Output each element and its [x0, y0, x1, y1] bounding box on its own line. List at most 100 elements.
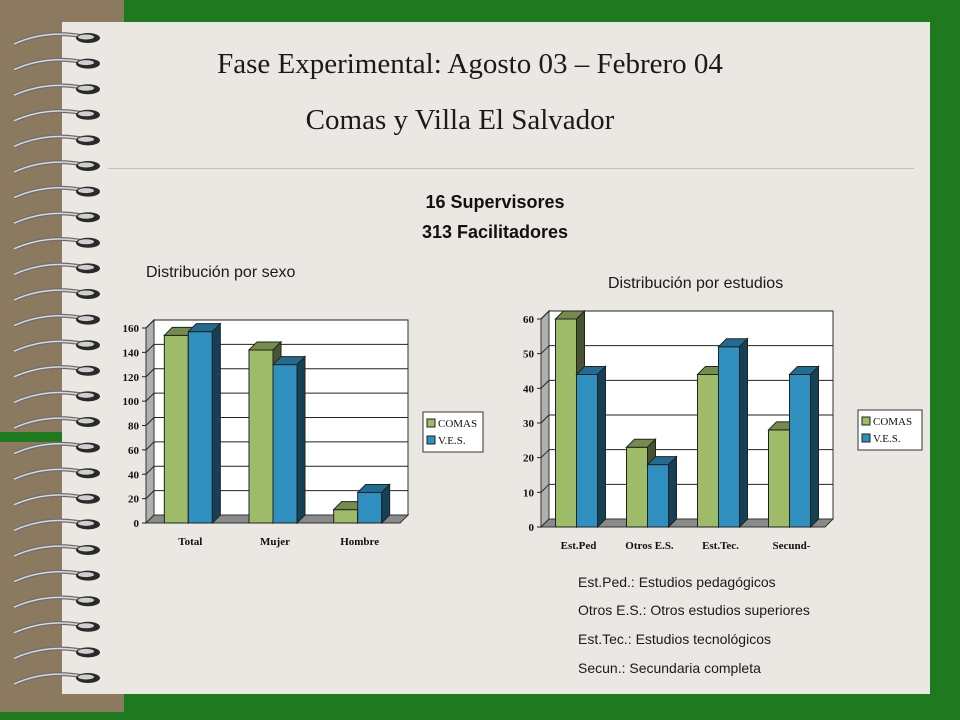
slide-title: Fase Experimental: Agosto 03 – Febrero 0…	[217, 48, 723, 80]
bar-side	[597, 365, 606, 529]
gridline-side	[145, 441, 155, 451]
green-tab	[0, 432, 64, 442]
binding-ring-shine	[78, 392, 94, 398]
gridline-side	[540, 414, 550, 424]
legend-swatch	[861, 416, 871, 426]
y-tick-label: 60	[523, 314, 535, 326]
bar-front	[163, 334, 189, 524]
y-tick-label: 140	[123, 347, 140, 359]
binding-ring-shine	[78, 34, 94, 40]
bar-side	[296, 355, 306, 525]
binding-ring-shine	[78, 213, 94, 219]
facilitadores-count: 313 Facilitadores	[421, 222, 569, 242]
legend-label: COMAS	[873, 416, 912, 428]
gridline-side	[145, 368, 155, 378]
bar	[575, 365, 607, 529]
binding-ring-shine	[78, 520, 94, 526]
gridline-side	[145, 392, 155, 402]
bar-side	[810, 365, 819, 529]
gridline-side	[145, 319, 155, 329]
legend-swatch	[861, 433, 871, 443]
binding-ring-shine	[78, 341, 94, 347]
gridline-side	[145, 490, 155, 499]
y-tick-label: 60	[128, 445, 140, 457]
bar	[271, 355, 307, 525]
binding-ring-shine	[78, 188, 94, 194]
binding-ring-shine	[78, 367, 94, 373]
bar	[646, 455, 678, 529]
bar-front	[789, 373, 811, 528]
y-tick-label: 40	[128, 469, 140, 481]
binding-ring-shine	[78, 418, 94, 424]
binding-ring-shine	[78, 290, 94, 296]
x-tick-label: Total	[178, 536, 202, 548]
bar-front	[647, 464, 669, 528]
bar-side	[211, 322, 221, 525]
binding-ring-shine	[78, 239, 94, 245]
note-est-tec: Est.Tec.: Estudios tecnológicos	[578, 631, 771, 647]
bar-front	[576, 373, 598, 528]
x-tick-label: Est.Ped	[561, 540, 597, 552]
y-tick-label: 120	[123, 372, 140, 384]
note-otros-es: Otros E.S.: Otros estudios superiores	[578, 602, 810, 618]
binding-ring-shine	[78, 674, 94, 680]
bar	[187, 322, 222, 525]
note-est-ped: Est.Ped.: Estudios pedagógicos	[578, 574, 776, 590]
chart-estudios-caption: Distribución por estudios	[608, 275, 784, 292]
bar-front	[626, 446, 648, 528]
y-tick-label: 160	[123, 323, 140, 335]
x-tick-label: Hombre	[340, 536, 379, 548]
y-tick-label: 0	[134, 518, 140, 530]
legend-swatch	[426, 435, 436, 445]
y-tick-label: 80	[128, 421, 140, 433]
gridline-side	[145, 344, 155, 353]
y-tick-label: 100	[123, 396, 140, 408]
chart-sexo-caption: Distribución por sexo	[146, 264, 296, 281]
bar-front	[333, 509, 359, 524]
y-tick-label: 50	[523, 349, 535, 361]
y-tick-label: 40	[523, 383, 535, 395]
binding-ring-shine	[78, 264, 94, 270]
gridline-side	[540, 483, 550, 493]
bar	[717, 337, 749, 529]
binding-ring-shine	[78, 623, 94, 629]
binding-ring-shine	[78, 546, 94, 552]
supervisores-count: 16 Supervisores	[425, 192, 565, 212]
bar-front	[248, 349, 274, 524]
spiral-binding	[13, 32, 100, 686]
chart-sexo: 0 20 40 60 80 100 120 140 160 Total Mujer Hombre COM…	[123, 318, 484, 548]
x-tick-label: Otros E.S.	[625, 540, 674, 552]
legend-swatch	[426, 418, 436, 428]
title-divider	[108, 168, 914, 169]
gridline-side	[540, 310, 550, 320]
x-tick-label: Mujer	[260, 536, 290, 548]
y-tick-label: 20	[523, 453, 535, 465]
bar-front	[272, 364, 298, 524]
gridline-side	[145, 417, 155, 426]
binding-ring-shine	[78, 316, 94, 322]
gridline-side	[540, 449, 550, 459]
bar-side	[668, 455, 677, 529]
binding-ring-shine	[78, 597, 94, 603]
legend-label: V.E.S.	[873, 433, 901, 445]
bar-side	[739, 337, 748, 529]
y-tick-label: 10	[523, 487, 535, 499]
bar	[788, 365, 820, 529]
binding-ring-shine	[78, 572, 94, 578]
binding-ring-shine	[78, 444, 94, 450]
bar	[356, 483, 391, 525]
bar-front	[768, 429, 790, 528]
binding-ring-shine	[78, 495, 94, 501]
y-tick-label: 20	[128, 494, 140, 506]
y-tick-label: 30	[523, 418, 535, 430]
x-tick-label: Est.Tec.	[702, 540, 739, 552]
binding-ring-shine	[78, 136, 94, 142]
bar-front	[187, 331, 213, 524]
binding-ring-shine	[78, 60, 94, 66]
binding-ring-shine	[78, 111, 94, 117]
legend-label: V.E.S.	[438, 435, 466, 447]
gridline-side	[540, 345, 550, 355]
bar-front	[697, 373, 719, 528]
x-tick-label: Secund-	[773, 540, 811, 552]
bar-front	[555, 318, 577, 528]
